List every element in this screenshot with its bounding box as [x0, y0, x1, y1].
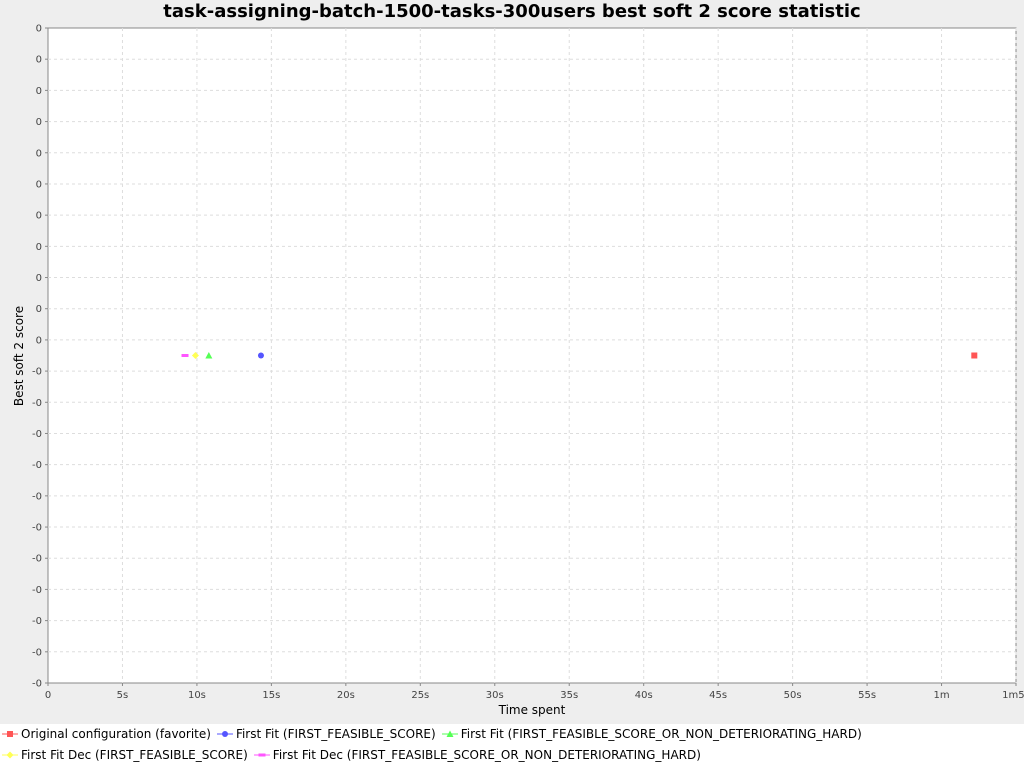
legend-marker: [221, 731, 228, 737]
x-tick-label: 45s: [709, 690, 727, 701]
y-tick-label: 0: [36, 148, 42, 159]
x-tick-label: 1m: [933, 690, 949, 701]
y-tick-label: 0: [36, 24, 42, 35]
x-tick-label: 15s: [262, 690, 280, 701]
x-tick-label: 25s: [411, 690, 429, 701]
data-point: [191, 352, 199, 359]
grid-lines: [48, 28, 1017, 683]
data-point: [205, 352, 213, 359]
data-point: [181, 354, 189, 357]
y-tick-label: 0: [36, 242, 42, 253]
legend-label: First Fit Dec (FIRST_FEASIBLE_SCORE_OR_N…: [272, 748, 701, 762]
data-point: [257, 352, 264, 359]
legend-swatch: [216, 731, 233, 737]
chart-canvas: 0 5s 10s 15s 20s 25s 30s 35s 40s 45s 50s 55s 1m 1m5s 0…: [12, 24, 1024, 718]
y-tick-label: -0: [32, 679, 42, 690]
data-points: [181, 352, 978, 359]
legend-swatch: [2, 751, 18, 759]
legend-item: First Fit Dec (FIRST_FEASIBLE_SCORE_OR_N…: [253, 748, 701, 762]
y-tick-label: 0: [36, 179, 42, 190]
legend-swatch: [441, 730, 458, 737]
y-tick-label: -0: [32, 491, 42, 502]
legend-swatch: [2, 731, 18, 737]
y-tick-label: 0: [36, 273, 42, 284]
y-tick-label: -0: [32, 647, 42, 658]
y-tick-label: 0: [36, 304, 42, 315]
legend-label: First Fit (FIRST_FEASIBLE_SCORE_OR_NON_D…: [460, 727, 862, 741]
x-tick-label: 30s: [486, 690, 504, 701]
y-tick-label: -0: [32, 367, 42, 378]
y-tick-label: 0: [36, 335, 42, 346]
legend-item: Original configuration (favorite): [2, 727, 211, 741]
y-tick-label: -0: [32, 429, 42, 440]
legend-item: First Fit Dec (FIRST_FEASIBLE_SCORE): [2, 748, 248, 762]
legend-item: First Fit (FIRST_FEASIBLE_SCORE): [216, 727, 436, 741]
y-tick-label: -0: [32, 554, 42, 565]
legend-marker: [258, 753, 266, 757]
legend-row: Original configuration (favorite) First F…: [2, 724, 868, 744]
y-tick-label: -0: [32, 616, 42, 627]
y-tick-label: -0: [32, 460, 42, 471]
y-axis-label: Best soft 2 score: [12, 306, 26, 406]
y-tick-label: 0: [36, 55, 42, 66]
legend-label: First Fit (FIRST_FEASIBLE_SCORE): [235, 727, 436, 741]
legend-row: First Fit Dec (FIRST_FEASIBLE_SCORE) Firs…: [2, 745, 707, 765]
legend-marker: [446, 730, 454, 737]
x-tick-label: 0: [45, 690, 51, 701]
legend-swatch: [253, 753, 270, 757]
x-tick-label: 40s: [635, 690, 653, 701]
x-tick-label: 55s: [858, 690, 876, 701]
legend-marker: [7, 731, 13, 737]
x-tick-label: 1m5s: [1002, 690, 1024, 701]
x-tick-label: 10s: [188, 690, 206, 701]
y-tick-label: -0: [32, 523, 42, 534]
x-tick-label: 5s: [117, 690, 129, 701]
legend-label: First Fit Dec (FIRST_FEASIBLE_SCORE): [21, 748, 248, 762]
y-tick-label: 0: [36, 211, 42, 222]
y-tick-label: -0: [32, 585, 42, 596]
y-tick-label: 0: [36, 117, 42, 128]
x-axis-label: Time spent: [498, 703, 566, 717]
x-tick-label: 35s: [560, 690, 578, 701]
y-tick-label: 0: [36, 86, 42, 97]
legend-label: Original configuration (favorite): [21, 727, 211, 741]
y-tick-label: -0: [32, 398, 42, 409]
legend-marker: [6, 751, 14, 759]
legend: Original configuration (favorite) First F…: [0, 724, 1024, 768]
x-tick-label: 50s: [784, 690, 802, 701]
data-point: [971, 352, 978, 359]
chart-title: task-assigning-batch-1500-tasks-300users…: [163, 1, 861, 22]
x-tick-label: 20s: [337, 690, 355, 701]
axes: 0 5s 10s 15s 20s 25s 30s 35s 40s 45s 50s 55s 1m 1m5s 0…: [32, 24, 1024, 702]
legend-item: First Fit (FIRST_FEASIBLE_SCORE_OR_NON_D…: [441, 727, 862, 741]
